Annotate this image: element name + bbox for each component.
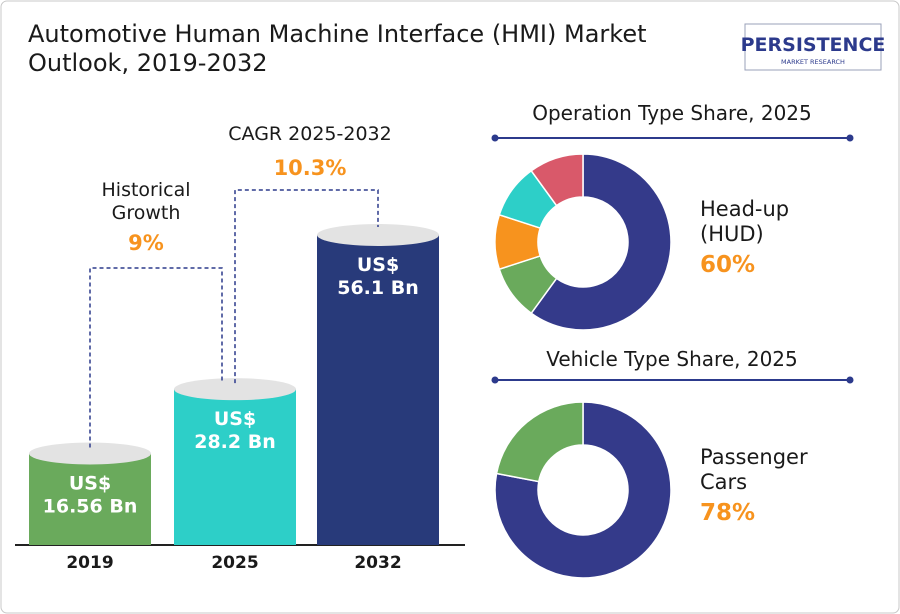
- annotation-value: 9%: [128, 231, 164, 255]
- bar-cap: [174, 378, 296, 401]
- logo-name: PERSISTENCE: [741, 34, 886, 56]
- x-tick-label: 2025: [211, 553, 258, 573]
- annotation-text: Historical Growth: [102, 179, 191, 224]
- bar: [174, 389, 296, 545]
- donut-segment: [495, 401, 584, 483]
- logo-box: [744, 23, 882, 71]
- connector: [89, 267, 223, 448]
- rule-dot: [491, 134, 499, 142]
- x-tick-label: 2032: [354, 553, 401, 573]
- donut-segment: [494, 401, 672, 579]
- donut-segment: [530, 153, 672, 331]
- annotation-value: 10.3%: [274, 156, 347, 180]
- rule-dot: [846, 134, 854, 142]
- segment-label: Passenger Cars: [700, 445, 808, 494]
- rule-dot: [846, 376, 854, 384]
- logo-tagline: MARKET RESEARCH: [781, 58, 845, 66]
- bar-value-label: US$ 16.56 Bn: [43, 472, 138, 517]
- x-tick-label: 2019: [66, 553, 113, 573]
- bar: [29, 453, 151, 545]
- pie-title: Operation Type Share, 2025: [532, 101, 812, 125]
- pie-title: Vehicle Type Share, 2025: [546, 347, 798, 371]
- annotation-text: CAGR 2025-2032: [228, 123, 391, 145]
- segment-value-label: 60%: [700, 252, 755, 278]
- bar-value-label: US$ 28.2 Bn: [194, 408, 276, 453]
- bar-cap: [317, 224, 439, 246]
- bar-cap: [29, 442, 151, 465]
- bar: [317, 235, 439, 545]
- donut-segment: [530, 153, 584, 207]
- rule-dot: [491, 376, 499, 384]
- bar-value-label: US$ 56.1 Bn: [337, 254, 419, 299]
- segment-value-label: 78%: [700, 500, 755, 526]
- segment-label: Head-up (HUD): [700, 197, 789, 246]
- logo: PERSISTENCE MARKET RESEARCH: [741, 23, 886, 71]
- title: Automotive Human Machine Interface (HMI)…: [28, 20, 647, 77]
